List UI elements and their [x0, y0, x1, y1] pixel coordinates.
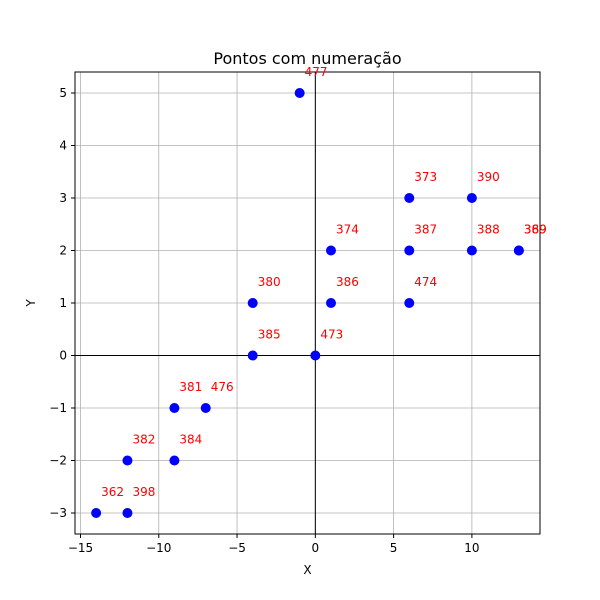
data-point — [294, 88, 305, 98]
x-tick-label: −10 — [146, 541, 171, 555]
x-tick-label: −15 — [68, 541, 93, 555]
point-label: 474 — [414, 275, 437, 289]
data-point — [404, 193, 415, 203]
data-point — [247, 298, 258, 308]
y-tick-label: −3 — [49, 506, 67, 520]
y-tick-label: 2 — [59, 244, 67, 258]
point-label: 373 — [414, 170, 437, 184]
data-point — [122, 508, 133, 518]
data-point — [91, 508, 102, 518]
point-label: 382 — [132, 433, 155, 447]
data-points — [91, 88, 524, 518]
data-point — [169, 455, 180, 466]
data-point — [122, 455, 133, 466]
data-point — [404, 298, 415, 308]
y-tick-label: 4 — [59, 139, 67, 153]
point-label: 362 — [101, 485, 124, 499]
y-tick-label: 0 — [59, 349, 67, 363]
point-label: 476 — [211, 380, 234, 394]
point-label: 390 — [477, 170, 500, 184]
y-tick-label: 5 — [59, 86, 67, 100]
data-point — [310, 350, 321, 361]
point-label: 369 — [524, 223, 547, 237]
data-point — [513, 245, 524, 256]
point-label: 385 — [258, 328, 281, 342]
data-point — [200, 403, 211, 413]
data-point — [325, 298, 336, 308]
data-point — [247, 350, 258, 361]
point-label: 387 — [414, 223, 437, 237]
point-label: 374 — [336, 223, 359, 237]
y-tick-label: −1 — [49, 401, 67, 415]
point-label: 384 — [179, 433, 202, 447]
x-tick-label: 0 — [312, 541, 320, 555]
data-point — [169, 403, 180, 413]
point-label: 398 — [132, 485, 155, 499]
x-axis-label: X — [303, 563, 311, 577]
x-tick-label: 10 — [464, 541, 479, 555]
x-tick-label: 5 — [390, 541, 398, 555]
chart-title: Pontos com numeração — [213, 49, 401, 68]
point-label: 477 — [305, 65, 328, 79]
point-label: 381 — [179, 380, 202, 394]
point-label: 380 — [258, 275, 281, 289]
x-tick-label: −5 — [228, 541, 246, 555]
point-label: 473 — [320, 328, 343, 342]
data-point — [404, 245, 415, 256]
data-point — [466, 245, 477, 256]
zero-lines — [75, 72, 540, 534]
point-label: 388 — [477, 223, 500, 237]
y-tick-label: 3 — [59, 191, 67, 205]
y-tick-label: −2 — [49, 454, 67, 468]
y-axis-label: Y — [24, 299, 38, 308]
y-tick-label: 1 — [59, 296, 67, 310]
data-point — [325, 245, 336, 256]
grid — [75, 72, 540, 534]
data-point — [466, 193, 477, 203]
point-label: 389 — [524, 223, 547, 237]
point-label: 386 — [336, 275, 359, 289]
